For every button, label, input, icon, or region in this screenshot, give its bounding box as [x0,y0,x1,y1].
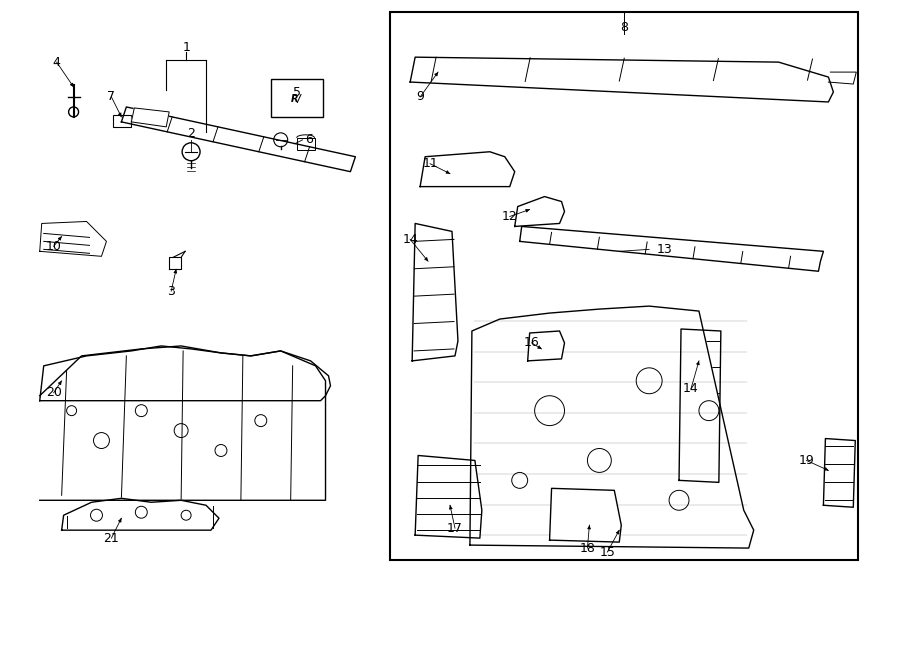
Text: 15: 15 [599,545,616,559]
Bar [271,79,322,117]
Text: 10: 10 [46,240,61,253]
Polygon shape [679,329,721,483]
Polygon shape [131,108,169,127]
Text: 11: 11 [422,157,438,170]
Polygon shape [410,57,833,102]
Text: 19: 19 [798,454,814,467]
Polygon shape [40,346,326,500]
Text: 17: 17 [447,522,463,535]
Polygon shape [415,455,482,538]
Text: 9: 9 [416,91,424,104]
Polygon shape [40,221,106,256]
Bar [391,13,859,560]
Text: 14: 14 [402,233,418,246]
Text: 16: 16 [524,336,539,350]
Polygon shape [527,331,564,361]
Polygon shape [519,227,824,271]
Text: 13: 13 [656,243,672,256]
Polygon shape [420,152,515,186]
Text: 2: 2 [187,128,195,140]
Text: 6: 6 [305,134,312,146]
Polygon shape [470,306,753,548]
Text: R/: R/ [291,94,302,104]
Polygon shape [824,438,855,507]
Polygon shape [828,72,856,84]
Text: 14: 14 [683,382,699,395]
Text: 18: 18 [580,541,596,555]
Text: 20: 20 [46,386,61,399]
Polygon shape [515,196,564,227]
Text: 7: 7 [107,91,115,104]
Text: 5: 5 [292,85,301,98]
Text: 1: 1 [182,41,190,54]
Text: 3: 3 [167,285,176,297]
Bar [113,115,131,127]
Text: 21: 21 [104,531,120,545]
Bar [297,137,315,150]
Text: 4: 4 [53,56,60,69]
Polygon shape [61,498,219,530]
Polygon shape [550,488,621,542]
Polygon shape [40,346,330,401]
Text: 8: 8 [620,20,628,34]
Text: 12: 12 [502,210,518,223]
Polygon shape [412,223,458,361]
